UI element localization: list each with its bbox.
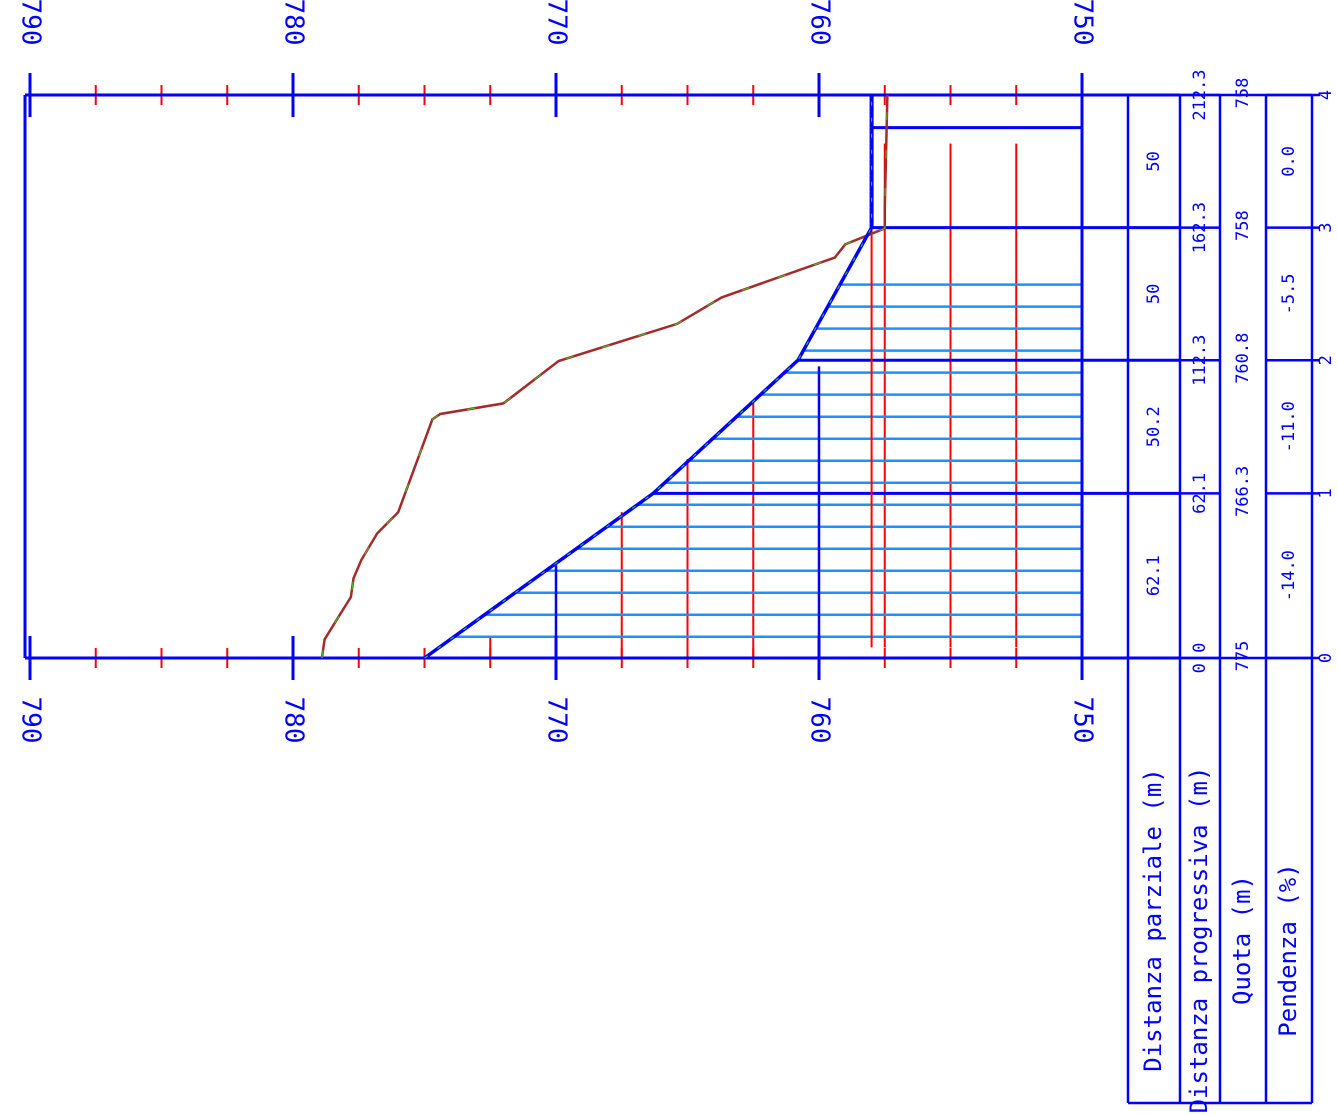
progressive-value: 212.3 xyxy=(1190,69,1210,120)
header-quota: Quota (m) xyxy=(1228,875,1256,1005)
vertex-index: 2 xyxy=(1316,355,1336,365)
progressive-value: 0.0 xyxy=(1190,643,1210,674)
elevation-label-top: 750 xyxy=(1068,0,1098,45)
elevation-label-top: 780 xyxy=(279,0,309,45)
elevation-label-bottom: 760 xyxy=(805,697,835,744)
section-hatch xyxy=(454,285,1082,637)
profile-lines xyxy=(322,95,888,658)
design-profile xyxy=(425,95,872,658)
elevation-label-bottom: 780 xyxy=(279,697,309,744)
pendenza-value: -11.0 xyxy=(1279,401,1299,452)
quota-value: 758 xyxy=(1233,78,1253,109)
elevation-label-top: 760 xyxy=(805,0,835,45)
elevation-label-top: 790 xyxy=(16,0,46,45)
header-distanza-progressiva: Distanza progressiva (m) xyxy=(1185,767,1213,1114)
partial-distance-value: 50.2 xyxy=(1144,406,1164,447)
vertex-index: 3 xyxy=(1316,223,1336,233)
progressive-value: 112.3 xyxy=(1190,335,1210,386)
ground-profile xyxy=(322,95,888,658)
vertex-index: 4 xyxy=(1316,90,1336,100)
partial-distance-value: 50 xyxy=(1144,151,1164,171)
elevation-label-bottom: 770 xyxy=(542,697,572,744)
progressive-value: 62.1 xyxy=(1190,473,1210,514)
header-pendenza: Pendenza (%) xyxy=(1274,863,1302,1036)
quota-value: 766.3 xyxy=(1233,466,1253,517)
quota-value: 775 xyxy=(1233,641,1253,672)
data-table: Distanza parziale (m) Distanza progressiv… xyxy=(1082,69,1336,1113)
progressive-value: 162.3 xyxy=(1190,202,1210,253)
partial-distance-value: 50 xyxy=(1144,284,1164,304)
elevation-label-bottom: 750 xyxy=(1068,697,1098,744)
header-distanza-parziale: Distanza parziale (m) xyxy=(1139,768,1167,1071)
quota-value: 760.8 xyxy=(1233,333,1253,384)
elevation-label-bottom: 790 xyxy=(16,697,46,744)
elevation-label-top: 770 xyxy=(542,0,572,45)
profile-frame xyxy=(25,73,1180,680)
design-profile-dash xyxy=(425,95,872,658)
vertex-index: 1 xyxy=(1316,488,1336,498)
ground-profile-dash xyxy=(322,95,888,658)
pendenza-value: -5.5 xyxy=(1279,273,1299,314)
pendenza-value: 0.0 xyxy=(1279,146,1299,177)
partial-distance-value: 62.1 xyxy=(1144,555,1164,596)
vertex-index: 0 xyxy=(1316,653,1336,663)
quota-value: 758 xyxy=(1233,210,1253,241)
pendenza-value: -14.0 xyxy=(1279,550,1299,601)
